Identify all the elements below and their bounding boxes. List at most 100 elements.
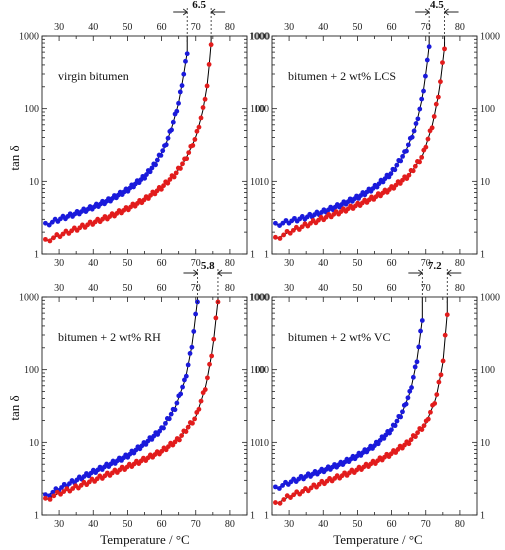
data-point (425, 136, 431, 142)
data-point (281, 232, 287, 238)
x-tick-label: 70 (421, 519, 431, 530)
data-point (192, 416, 198, 422)
data-point (145, 438, 151, 444)
gap-label: 7.2 (428, 260, 442, 272)
data-point (43, 495, 48, 501)
data-point (208, 42, 214, 48)
data-point (280, 483, 285, 488)
y-tick-label: 1000 (19, 32, 39, 43)
data-point (166, 416, 172, 422)
y-right-tick-label: 100 (250, 104, 265, 115)
x-tick-label: 40 (318, 258, 328, 269)
series-a (273, 297, 425, 491)
data-point (51, 235, 56, 241)
data-point (433, 101, 439, 107)
data-point (149, 165, 155, 171)
y-right-tick-label: 1 (480, 511, 485, 522)
data-point (308, 485, 314, 491)
data-point (183, 58, 188, 64)
data-point (60, 231, 66, 237)
data-point (179, 433, 185, 438)
x-top-tick-label: 60 (157, 22, 167, 33)
y-tick-label: 100 (24, 365, 39, 376)
y-right-tick-label: 1 (480, 250, 485, 261)
data-point (421, 88, 426, 94)
series-a (273, 36, 432, 229)
y-tick-label: 1 (264, 250, 269, 261)
gap-label: 4.5 (430, 0, 444, 11)
x-top-tick-label: 70 (421, 283, 431, 294)
data-point (186, 150, 192, 156)
data-point (180, 384, 185, 390)
data-point (154, 157, 160, 163)
x-top-tick-label: 40 (318, 22, 328, 33)
data-point (405, 142, 411, 148)
y-right-tick-label: 10 (480, 177, 490, 188)
x-tick-label: 70 (191, 258, 201, 269)
data-point (419, 96, 425, 102)
gap-arrow-right (446, 269, 462, 277)
data-point (187, 351, 193, 356)
fit-line (45, 297, 219, 501)
data-point (403, 401, 409, 407)
data-point (400, 409, 405, 415)
y-tick-label: 1 (34, 250, 39, 261)
data-point (190, 420, 195, 426)
y-right-tick-label: 100 (250, 365, 265, 376)
data-point (435, 94, 441, 100)
x-tick-label: 80 (455, 258, 465, 269)
data-point (277, 500, 283, 506)
panel-label: bitumen + 2 wt% LCS (288, 69, 396, 83)
data-point (202, 387, 208, 392)
data-point (207, 361, 212, 367)
x-axis-title-right: Temperature / °C (333, 532, 422, 547)
x-top-tick-label: 70 (191, 283, 201, 294)
data-point (170, 119, 176, 125)
data-point (394, 418, 400, 424)
data-point (43, 236, 48, 242)
data-point (415, 430, 420, 436)
data-point (436, 379, 442, 385)
data-point (277, 223, 282, 229)
data-point (388, 427, 394, 433)
x-top-tick-label: 50 (352, 283, 362, 294)
data-point (165, 180, 171, 186)
y-right-tick-label: 1 (250, 250, 255, 261)
x-tick-label: 50 (352, 519, 362, 530)
data-point (178, 166, 183, 171)
y-tick-label: 1 (264, 511, 269, 522)
x-top-tick-label: 80 (455, 22, 465, 33)
data-point (406, 441, 412, 447)
panel-label: virgin bitumen (58, 69, 129, 83)
gap-arrow-left (408, 269, 424, 277)
data-point (273, 500, 278, 505)
data-point (174, 108, 180, 114)
y-right-tick-label: 100 (480, 365, 495, 376)
data-point (198, 115, 204, 121)
x-top-tick-label: 30 (54, 22, 64, 33)
y-tick-label: 1000 (249, 32, 269, 43)
data-point (291, 492, 297, 498)
data-point (409, 134, 415, 140)
data-point (47, 238, 53, 244)
panel-label: bitumen + 2 wt% RH (58, 330, 161, 344)
data-point (202, 96, 208, 102)
y-axis-title-bottom: tan δ (7, 395, 22, 420)
data-point (58, 491, 63, 497)
data-point (158, 153, 164, 158)
data-point (160, 148, 166, 154)
data-point (419, 318, 425, 323)
data-point (273, 484, 278, 490)
series-b (273, 297, 450, 506)
x-axis-title-left: Temperature / °C (100, 532, 189, 547)
x-tick-label: 80 (455, 519, 465, 530)
data-point (182, 377, 187, 383)
data-point (183, 373, 189, 379)
data-point (394, 162, 400, 168)
x-tick-label: 60 (387, 258, 397, 269)
y-axis-title-top: tan δ (7, 145, 22, 170)
data-point (428, 409, 433, 415)
data-point (440, 358, 446, 364)
data-point (183, 429, 189, 434)
